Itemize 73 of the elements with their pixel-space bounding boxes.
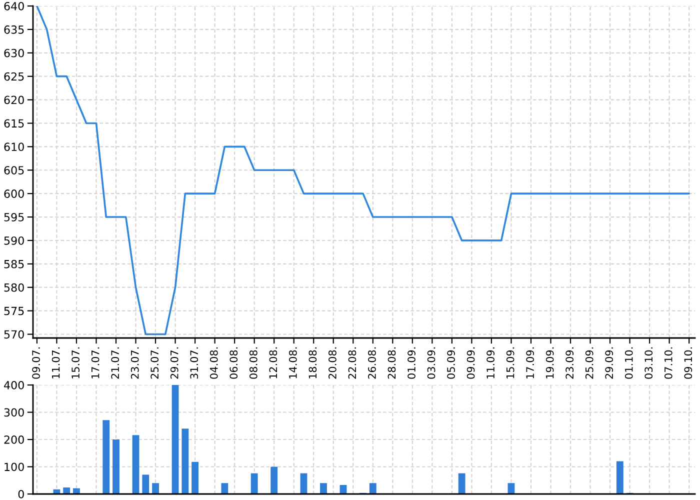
x-tick-label: 11.07. <box>52 347 60 378</box>
y-tick-label: 100 <box>4 462 24 472</box>
line-series <box>36 6 690 336</box>
x-tick-label: 01.09. <box>408 347 416 379</box>
x-tick-label: 03.09. <box>427 347 436 379</box>
x-tick-label: 21.07. <box>111 347 120 379</box>
x-tick-label: 29.09. <box>605 347 614 379</box>
x-tick-label: 25.09. <box>585 347 594 379</box>
x-tick-label: 12.08. <box>269 347 278 378</box>
x-tick-label: 22.08. <box>348 347 356 379</box>
bar <box>172 385 179 494</box>
y-tick-label: 605 <box>4 166 24 175</box>
y-tick-label: 585 <box>4 260 24 268</box>
y-tick-label: 575 <box>4 306 24 316</box>
x-tick-label: 14.08. <box>288 347 297 378</box>
bar <box>458 473 466 494</box>
y-tick-label: 400 <box>4 380 24 390</box>
x-tick-label: 15.07. <box>72 347 80 378</box>
y-tick-label: 640 <box>4 2 24 10</box>
bar <box>192 462 198 494</box>
bar <box>270 466 278 494</box>
bar <box>250 473 258 494</box>
x-tick-label: 03.10. <box>644 347 653 379</box>
x-tick-label: 05.09. <box>447 347 455 379</box>
bar <box>300 473 308 494</box>
bar <box>142 474 150 494</box>
x-tick-label: 23.09. <box>566 347 574 379</box>
x-tick-label: 31.07. <box>190 347 198 379</box>
y-tick-label: 610 <box>4 142 24 152</box>
bar <box>369 483 376 494</box>
y-tick-label: 590 <box>4 236 24 245</box>
x-tick-label: 29.07. <box>170 347 178 379</box>
x-tick-label: 01.10. <box>624 347 633 379</box>
bar <box>152 483 159 494</box>
x-tick-label: 28.08. <box>388 347 396 379</box>
x-tick-label: 07.10. <box>664 347 672 379</box>
y-tick-label: 570 <box>4 330 24 339</box>
y-tick-label: 625 <box>4 72 24 81</box>
x-tick-label: 09.10. <box>684 347 692 379</box>
x-tick-label: 09.07. <box>32 347 40 379</box>
bar <box>221 483 228 494</box>
y-tick-label: 635 <box>4 25 24 34</box>
bar <box>112 440 120 494</box>
x-tick-label: 19.09. <box>546 347 554 378</box>
y-tick-label: 595 <box>4 212 24 222</box>
bar <box>132 435 140 494</box>
x-tick-label: 11.09. <box>486 347 494 378</box>
x-tick-label: 15.09. <box>506 347 514 378</box>
bar <box>102 420 110 494</box>
y-tick-label: 200 <box>4 435 24 444</box>
y-tick-label: 600 <box>4 190 24 198</box>
x-tick-label: 04.08. <box>210 347 218 379</box>
y-tick-label: 0 <box>18 490 24 498</box>
y-tick-label: 580 <box>4 283 24 292</box>
bar <box>320 483 327 494</box>
y-tick-label: 300 <box>4 408 24 417</box>
y-tick-label: 615 <box>4 119 24 128</box>
x-tick-label: 09.09. <box>466 347 475 379</box>
y-tick-label: 630 <box>4 48 24 58</box>
y-tick-label: 620 <box>4 96 24 104</box>
x-tick-label: 17.07. <box>91 347 100 378</box>
x-tick-label: 06.08. <box>230 347 238 379</box>
x-tick-label: 18.08. <box>308 347 317 378</box>
x-tick-label: 25.07. <box>150 347 159 379</box>
x-tick-label: 26.08. <box>368 347 376 379</box>
bar <box>182 428 189 494</box>
x-tick-label: 17.09. <box>526 347 534 378</box>
x-tick-label: 08.08. <box>249 347 258 379</box>
bar <box>63 487 70 494</box>
bar <box>508 483 515 494</box>
x-tick-label: 23.07. <box>130 347 139 379</box>
bar <box>616 461 624 494</box>
x-tick-label: 20.08. <box>328 347 336 379</box>
